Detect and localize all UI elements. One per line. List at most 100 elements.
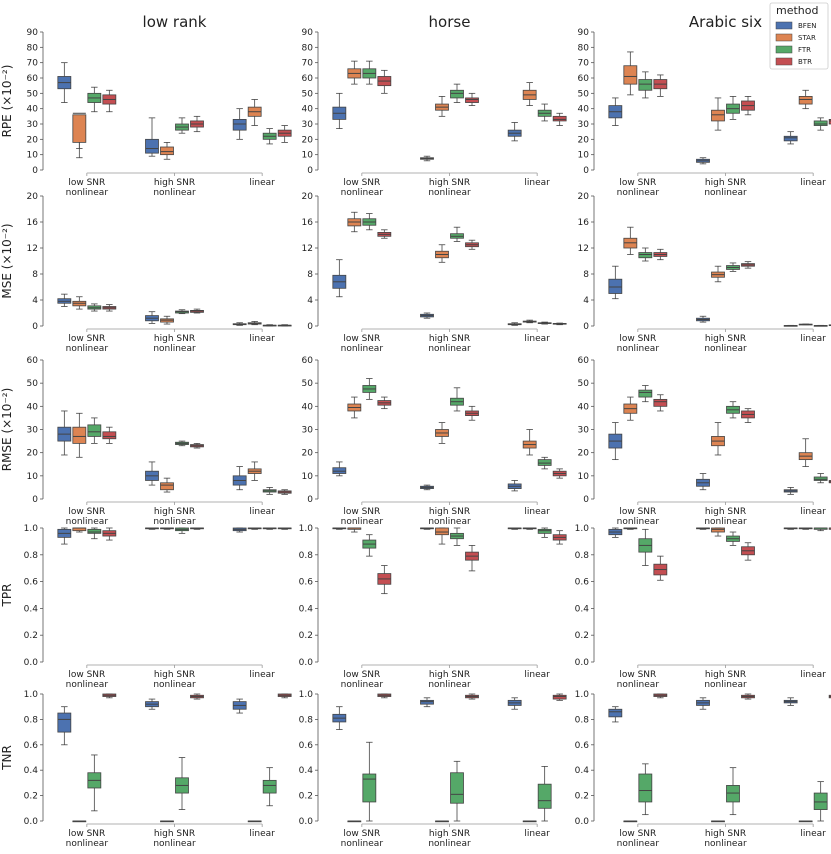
box-ftr (813, 473, 828, 484)
y-tick-label: 0 (32, 166, 38, 176)
box-btr (741, 96, 755, 116)
box-star (347, 820, 362, 823)
x-tick-label: nonlinear (704, 839, 747, 849)
box-body (57, 712, 72, 733)
y-tick-label: 0.4 (299, 604, 314, 614)
box-body (638, 252, 653, 259)
box-body (552, 115, 567, 122)
box-ftr (87, 86, 102, 113)
box-star (72, 412, 87, 458)
legend-label: BTR (798, 58, 812, 66)
box-bfen (507, 480, 522, 492)
y-tick-label: 0.6 (299, 578, 314, 588)
x-tick-label: low SNR (619, 334, 656, 344)
y-tick-label: 0.6 (24, 578, 39, 588)
box-ftr (537, 456, 552, 470)
box-ftr (175, 309, 189, 315)
box-btr (741, 693, 755, 700)
legend-swatch (775, 33, 793, 42)
box-ftr (537, 765, 552, 822)
box-ftr (262, 324, 277, 327)
y-tick-label: 0.8 (575, 551, 590, 561)
y-tick-label: 20 (302, 449, 314, 459)
x-tick-label: nonlinear (341, 680, 384, 690)
x-tick-label: high SNR (705, 178, 746, 188)
y-tick-label: 0.4 (575, 604, 590, 614)
y-tick-label: 10 (27, 472, 39, 482)
x-tick-label: nonlinear (341, 517, 384, 527)
box-body (362, 773, 377, 803)
box-star (798, 820, 813, 823)
x-tick-label: nonlinear (428, 188, 471, 198)
y-tick-label: 1.0 (299, 524, 314, 534)
x-tick-label: linear (249, 178, 275, 188)
box-body (711, 527, 725, 533)
box-ftr (638, 247, 653, 262)
box-body (465, 97, 479, 103)
box-btr (102, 426, 117, 444)
y-tick-label: 0.0 (299, 817, 314, 827)
box-ftr (813, 324, 828, 327)
box-star (160, 527, 174, 530)
box-body (450, 89, 464, 99)
box-btr (277, 693, 292, 699)
y-axis-label: RPE (×10⁻²) (0, 65, 14, 138)
box-btr (552, 693, 567, 701)
x-tick-label: nonlinear (341, 839, 384, 849)
box-btr (377, 565, 392, 595)
box-btr (377, 693, 392, 699)
x-tick-label: linear (524, 670, 550, 680)
legend-swatch (775, 21, 793, 30)
box-btr (277, 324, 292, 327)
box-ftr (262, 767, 277, 807)
box-bfen (57, 410, 72, 456)
box-bfen (145, 461, 159, 486)
box-ftr (450, 387, 464, 412)
box-btr (552, 468, 567, 479)
box-bfen (145, 527, 159, 530)
x-tick-label: high SNR (705, 507, 746, 517)
y-tick-label: 0 (307, 322, 313, 332)
box-bfen (783, 131, 798, 145)
box-star (522, 820, 537, 823)
x-tick-label: low SNR (343, 334, 380, 344)
legend: method BFEN STAR FTR BTR (769, 2, 829, 70)
box-body (145, 138, 159, 154)
x-tick-label: low SNR (619, 178, 656, 188)
y-tick-label: 0 (32, 322, 38, 332)
column-title: horse (429, 13, 471, 31)
y-tick-label: 0.8 (24, 715, 39, 725)
column-title: low rank (143, 13, 207, 31)
box-body (813, 792, 828, 810)
y-tick-label: 70 (578, 59, 590, 69)
box-star (247, 99, 262, 126)
x-tick-label: linear (524, 507, 550, 517)
y-tick-label: 0.8 (24, 551, 39, 561)
legend-label: FTR (798, 46, 811, 54)
box-bfen (696, 315, 710, 323)
y-tick-label: 0.4 (575, 766, 590, 776)
box-body (102, 431, 117, 440)
y-tick-label: 30 (27, 120, 39, 130)
box-btr (190, 442, 204, 449)
box-bfen (57, 62, 72, 103)
y-tick-label: 50 (27, 89, 39, 99)
y-tick-label: 90 (302, 28, 314, 38)
box-btr (465, 545, 479, 572)
y-tick-label: 30 (578, 120, 590, 130)
box-ftr (362, 741, 377, 822)
box-body (160, 146, 174, 156)
x-tick-label: high SNR (154, 829, 195, 839)
box-bfen (332, 259, 347, 298)
box-ftr (450, 226, 464, 242)
box-body (638, 773, 653, 803)
box-star (711, 265, 725, 283)
box-star (347, 211, 362, 233)
box-star (623, 527, 638, 530)
box-ftr (537, 527, 552, 538)
box-body (623, 65, 638, 85)
y-tick-label: 0.2 (575, 792, 589, 802)
x-tick-label: high SNR (705, 829, 746, 839)
